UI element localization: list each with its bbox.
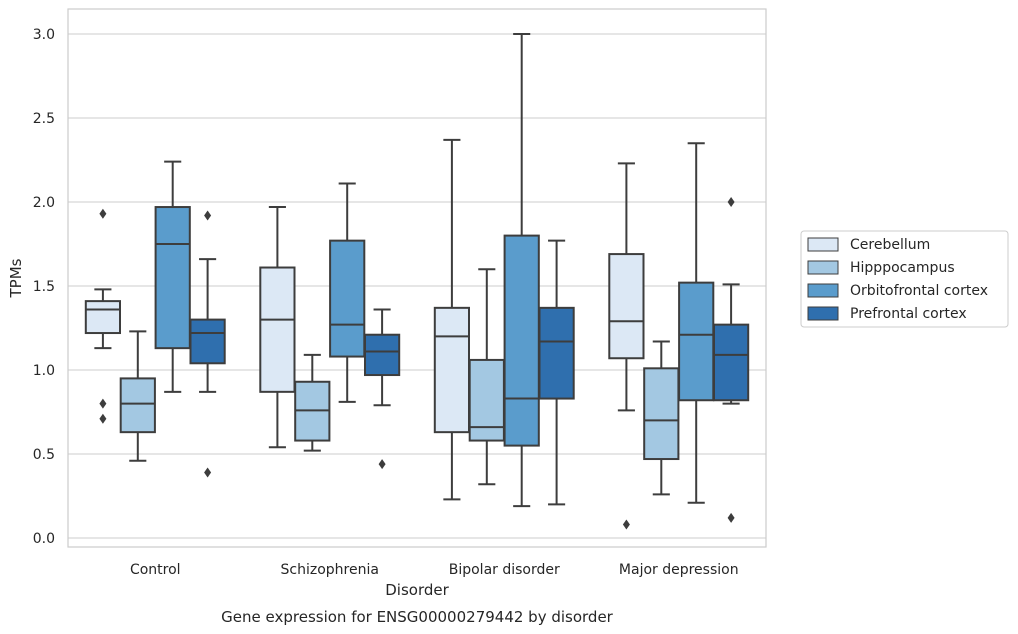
box-iqr <box>259 266 296 393</box>
box-cerebellum-control <box>84 208 122 424</box>
plot-frame <box>67 8 767 548</box>
box-iqr <box>503 234 540 447</box>
y-tick-label: 2.5 <box>33 111 55 127</box>
y-tick-label: 1.5 <box>33 279 55 295</box>
y-axis-label: TPMs <box>7 258 25 298</box>
box-iqr <box>154 206 191 350</box>
box-iqr <box>84 300 122 335</box>
box-iqr <box>119 377 156 434</box>
legend-swatch-prefrontal-cortex <box>807 306 839 321</box>
box-iqr <box>608 253 645 360</box>
box-iqr <box>363 333 401 377</box>
legend-label-cerebellum: Cerebellum <box>850 237 930 253</box>
outlier-point <box>378 459 386 470</box>
legend-label-hipppocampus: Hipppocampus <box>850 260 955 276</box>
box-iqr <box>538 306 575 400</box>
box-hipppocampus-bipolar-disorder <box>468 268 505 486</box>
box-prefrontal-cortex-control <box>189 210 226 478</box>
outlier-point <box>727 512 735 523</box>
legend-item-cerebellum: Cerebellum <box>807 237 930 253</box>
outlier-point <box>204 210 212 221</box>
chart-caption: Gene expression for ENSG00000279442 by d… <box>221 608 614 626</box>
box-iqr <box>678 281 715 402</box>
legend: Cerebellum Hipppocampus Orbitofrontal co… <box>800 230 1009 328</box>
legend-item-hipppocampus: Hipppocampus <box>807 260 955 276</box>
outlier-point <box>99 208 107 219</box>
x-tick-label-major-depression: Major depression <box>619 562 739 578</box>
y-tick-label: 2.0 <box>33 195 55 211</box>
outlier-point <box>622 519 630 530</box>
box-orbitofrontal-cortex-schizophrenia <box>329 182 366 403</box>
y-tick-label: 1.0 <box>33 363 55 379</box>
legend-label-orbitofrontal-cortex: Orbitofrontal cortex <box>850 283 988 299</box>
outlier-point <box>99 413 107 424</box>
box-iqr <box>433 306 471 434</box>
box-hipppocampus-control <box>119 330 156 462</box>
x-tick-label-control: Control <box>130 562 181 578</box>
box-orbitofrontal-cortex-bipolar-disorder <box>503 33 540 508</box>
legend-item-orbitofrontal-cortex: Orbitofrontal cortex <box>807 283 988 299</box>
box-prefrontal-cortex-major-depression <box>712 197 750 523</box>
box-plot-series <box>84 33 750 530</box>
x-tick-label-bipolar-disorder: Bipolar disorder <box>449 562 560 578</box>
legend-swatch-cerebellum <box>807 237 839 252</box>
box-orbitofrontal-cortex-control <box>154 160 191 393</box>
y-tick-label: 0.5 <box>33 447 55 463</box>
y-axis-ticks: 0.0 0.5 1.0 1.5 2.0 2.5 3.0 <box>33 27 55 547</box>
x-tick-label-schizophrenia: Schizophrenia <box>281 562 379 578</box>
x-axis-label: Disorder <box>385 581 449 599</box>
legend-label-prefrontal-cortex: Prefrontal cortex <box>850 306 967 322</box>
legend-swatch-orbitofrontal-cortex <box>807 283 839 298</box>
box-iqr <box>643 367 680 461</box>
box-iqr <box>712 323 750 402</box>
y-tick-label: 3.0 <box>33 27 55 43</box>
box-cerebellum-schizophrenia <box>259 206 296 449</box>
box-hipppocampus-major-depression <box>643 340 680 496</box>
box-iqr <box>189 318 226 365</box>
box-iqr <box>329 239 366 358</box>
box-prefrontal-cortex-schizophrenia <box>363 308 401 470</box>
outlier-point <box>727 197 735 207</box>
legend-item-prefrontal-cortex: Prefrontal cortex <box>807 306 967 322</box>
box-hipppocampus-schizophrenia <box>294 353 331 452</box>
y-tick-label: 0.0 <box>33 531 55 547</box>
legend-frame <box>800 230 1009 328</box>
x-axis-ticks: Control Schizophrenia Bipolar disorder Majo… <box>130 562 739 578</box>
box-cerebellum-major-depression <box>608 162 645 530</box>
outlier-point <box>99 398 107 409</box>
outlier-point <box>204 467 212 478</box>
box-prefrontal-cortex-bipolar-disorder <box>538 239 575 506</box>
box-iqr <box>468 358 505 442</box>
legend-swatch-hipppocampus <box>807 260 839 275</box>
